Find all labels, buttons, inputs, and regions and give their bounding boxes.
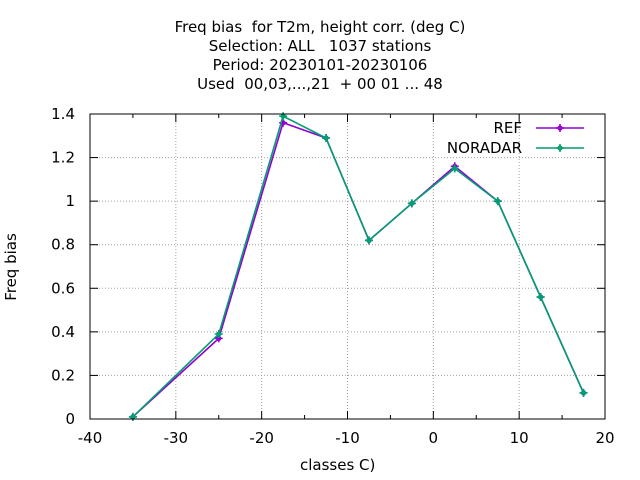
y-tick-label: 0.4 (51, 323, 75, 341)
x-tick-label: 0 (429, 429, 439, 447)
y-tick-label: 0.2 (51, 366, 75, 384)
data-point-noradar-cross (214, 330, 223, 339)
y-tick-label: 1.4 (51, 105, 75, 123)
legend: REF NORADAR (447, 119, 584, 157)
legend-label-ref: REF (493, 119, 522, 137)
plot-border (89, 113, 606, 420)
y-tick-label: 1.2 (51, 149, 75, 167)
x-tick-label: -30 (164, 429, 189, 447)
data-point-noradar-cross (579, 388, 588, 397)
x-tick-label: -20 (249, 429, 274, 447)
y-tick-label: 0 (65, 410, 75, 428)
x-tick-label: 10 (510, 429, 529, 447)
y-tick-label: 0.8 (51, 236, 75, 254)
legend-marker-noradar-cross (556, 144, 564, 152)
x-tick-labels: -40 -30 -20 -10 0 10 20 (78, 429, 615, 447)
data-point-noradar-cross (536, 293, 545, 301)
series-noradar (128, 112, 588, 421)
data-point-noradar-cross (279, 112, 288, 121)
x-tick-label: 20 (595, 429, 614, 447)
y-axis-label: Freq bias (1, 233, 20, 301)
y-tick-label: 0.6 (51, 279, 75, 297)
title-line-3: Period: 20230101-20230106 (212, 56, 428, 74)
data-point-noradar-cross (364, 236, 373, 245)
title-line-4: Used 00,03,...,21 + 00 01 ... 48 (197, 75, 443, 93)
data-point-noradar-cross (450, 164, 459, 173)
data-point-noradar-cross (493, 197, 502, 206)
legend-label-noradar: NORADAR (447, 139, 522, 157)
series-line-ref (132, 121, 585, 418)
title-line-1: Freq bias for T2m, height corr. (deg C) (174, 18, 466, 36)
data-point-noradar-cross (407, 199, 416, 208)
y-tick-label: 1 (65, 192, 75, 210)
title-line-2: Selection: ALL 1037 stations (208, 37, 432, 55)
y-tick-labels: 0 0.2 0.4 0.6 0.8 1 1.2 1.4 (51, 105, 75, 428)
x-tick-label: -10 (335, 429, 360, 447)
grid-lines (90, 114, 605, 419)
data-point-noradar-cross (322, 133, 331, 142)
legend-marker-ref-cross (556, 124, 564, 132)
series-lines (128, 112, 588, 421)
x-axis-label: classes C) (300, 456, 376, 474)
x-tick-label: -40 (78, 429, 103, 447)
series-line-noradar (132, 115, 585, 418)
